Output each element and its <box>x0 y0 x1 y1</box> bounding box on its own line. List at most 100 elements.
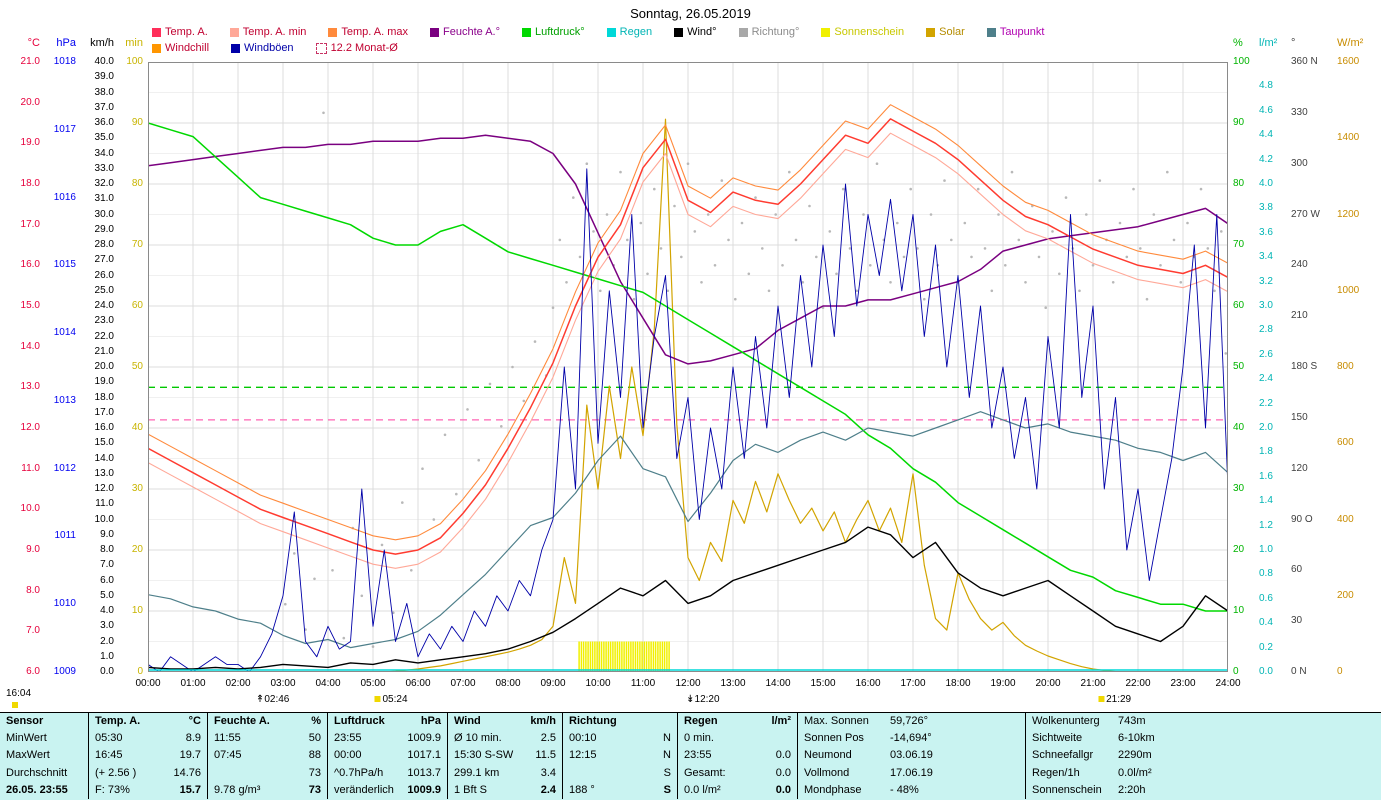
table-cell-r4-c5: 188 ° S <box>562 781 677 799</box>
direction-dot <box>1132 187 1135 191</box>
cell-label: 07:45 <box>214 749 242 762</box>
direction-dot <box>1017 238 1021 242</box>
x-axis-tick: 23:00 <box>1170 678 1196 689</box>
axis-tick: 7.0 <box>100 559 114 571</box>
direction-dot <box>421 467 424 471</box>
cell-value: N <box>663 732 671 745</box>
legend-item-windchill: Windchill <box>152 42 209 54</box>
x-axis-tick: 19:00 <box>990 678 1016 689</box>
axis-tick: 21.0 <box>94 345 114 357</box>
direction-dot <box>455 492 458 496</box>
x-axis-tick: 03:00 <box>270 678 296 689</box>
axis-tick: 3.6 <box>1259 226 1273 238</box>
axis-tick: 11.0 <box>21 462 40 474</box>
table-cell-r2-c3: 00:00 1017.1 <box>327 747 447 765</box>
direction-dot <box>727 238 730 242</box>
axis-tick: 2.0 <box>1259 422 1273 433</box>
cell-value: 1013.7 <box>407 766 441 779</box>
axis-tick: 1.0 <box>100 650 114 662</box>
table-cell-r4-c0: 26.05. 23:55 <box>0 782 88 799</box>
table-cell-r3-c4: 299.1 km 3.4 <box>447 764 562 782</box>
direction-dot <box>1091 264 1095 267</box>
x-axis-tick: 01:00 <box>180 678 206 689</box>
cell-value: 743m <box>1118 715 1146 727</box>
legend-label: 12.2 Monat-Ø <box>330 42 398 54</box>
axis-tick: 37.0 <box>94 101 114 113</box>
axis-tick: 4.0 <box>100 605 114 616</box>
axis-tick: 8.0 <box>100 544 114 555</box>
axis-tick: 40 <box>1233 422 1245 433</box>
table-cell-r4-c6: 0.0 l/m² 0.0 <box>677 781 797 799</box>
direction-dot <box>1172 238 1176 242</box>
axis-tick: 15.0 <box>20 300 40 311</box>
axis-tick: 1009 <box>53 666 76 677</box>
direction-dot <box>572 196 575 199</box>
cell-value: km/h <box>530 715 556 727</box>
cell-label: 15:30 S-SW <box>454 749 514 762</box>
direction-dot <box>632 297 636 301</box>
legend-item-wind-: Wind° <box>674 26 717 38</box>
direction-dot <box>740 221 744 225</box>
axis-tick: 3.8 <box>1259 202 1273 214</box>
cell-label: 12:15 <box>569 749 597 762</box>
axis-tick: 1.2 <box>1259 519 1273 531</box>
cell-label: 16:45 <box>95 749 123 762</box>
axis-tick: 3.2 <box>1259 275 1273 287</box>
axis-tick: 80 <box>131 178 143 189</box>
cell-value: 17.06.19 <box>890 766 933 779</box>
table-cell-r3-c0: Durchschnitt <box>0 765 88 782</box>
cell-value: N <box>663 749 671 762</box>
axis-tick: 12.0 <box>20 422 40 433</box>
axis-tick: 1018 <box>53 56 76 67</box>
cell-label: 05:30 <box>95 732 123 745</box>
axis-tick: 2.6 <box>1259 348 1273 360</box>
cell-value: 2:20h <box>1118 783 1146 796</box>
x-axis-tick: 20:00 <box>1035 678 1061 689</box>
table-cell-r0-c8: Wolkenunterg 743m <box>1025 713 1381 731</box>
cell-value: % <box>311 715 321 727</box>
axis-tick: 39.0 <box>94 71 114 83</box>
axis-tick: 22.0 <box>94 330 114 342</box>
axis-tick: 80 <box>1233 178 1245 189</box>
legend-item-temp-a-min: Temp. A. min <box>229 26 306 38</box>
cell-label: Temp. A. <box>95 715 141 727</box>
axis-tick: 30.0 <box>94 208 114 220</box>
series-windb-en <box>148 168 1228 672</box>
direction-dot <box>976 187 980 191</box>
axis-tick: 1014 <box>53 327 76 339</box>
axis-tick: 13.0 <box>94 467 114 479</box>
cell-value: S <box>663 783 671 796</box>
x-axis-tick: 06:00 <box>405 678 431 689</box>
table-cell-r0-c5: Richtung <box>562 713 677 731</box>
direction-dot <box>700 281 703 284</box>
axis-tick: 1016 <box>53 191 76 203</box>
legend-marker-icon <box>328 27 338 37</box>
axis-tick: 2.4 <box>1259 373 1273 385</box>
direction-dot <box>990 289 994 293</box>
axis-label-min: min <box>125 37 143 49</box>
axis-tick: 40.0 <box>94 56 114 67</box>
axis-tick: 5.0 <box>100 589 114 601</box>
axis-label-%: % <box>1233 37 1243 49</box>
cell-label: Neumond <box>804 749 852 762</box>
x-axis-tick: 12:00 <box>675 678 701 689</box>
table-cell-r1-c6: 0 min. <box>677 730 797 748</box>
series-temp-a- <box>148 118 1228 555</box>
axis-tick: 50 <box>131 361 143 372</box>
sun-icon <box>374 696 381 703</box>
legend-label: Temp. A. <box>165 26 208 38</box>
cell-value: l/m² <box>771 715 791 727</box>
axis-tick: 4.4 <box>1259 129 1273 141</box>
sun-time-marker: 21:29 <box>1098 694 1131 705</box>
direction-dot <box>997 213 1000 216</box>
axis-tick: 10 <box>131 605 143 616</box>
axis-tick: 100 <box>126 56 143 67</box>
cell-label: 188 ° <box>569 783 595 796</box>
legend-item-sonnenschein: Sonnenschein <box>821 26 904 38</box>
axis-tick: 7.0 <box>26 625 40 637</box>
axis-tick: 1015 <box>53 259 76 271</box>
cell-value: 1009.9 <box>407 732 441 745</box>
direction-dot <box>1064 196 1068 199</box>
axis-tick: 210 <box>1291 310 1308 322</box>
direction-dot <box>815 255 818 259</box>
